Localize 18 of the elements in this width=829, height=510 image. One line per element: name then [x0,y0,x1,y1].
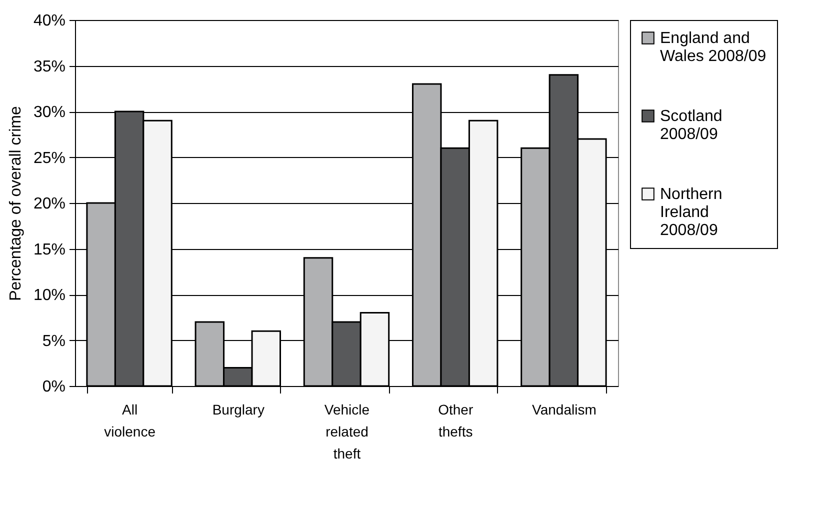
y-tick-label: 30% [33,104,66,121]
y-tick-label: 10% [33,287,66,304]
y-tick-label: 15% [33,241,66,258]
x-tick-label: Vandalism [532,402,596,418]
y-tick-label: 20% [33,196,66,212]
x-tick-label: Vehicle related theft [324,402,370,462]
y-tick-label: 0% [42,378,66,396]
y-axis-title: Percentage of overall crime [7,106,24,301]
x-tick-label: All violence [104,402,156,440]
legend-label: Scotland 2008/09 [660,108,722,143]
legend-label: England and Wales 2008/09 [660,30,766,65]
legend-label: Northern Ireland 2008/09 [660,186,722,239]
y-tick-label: 5% [42,332,66,350]
x-tick-label: Other thefts [438,402,474,440]
y-tick-label: 25% [33,150,66,167]
y-tick-label: 40% [33,12,66,30]
y-tick-label: 35% [33,58,66,76]
x-tick-label: Burglary [212,402,264,418]
